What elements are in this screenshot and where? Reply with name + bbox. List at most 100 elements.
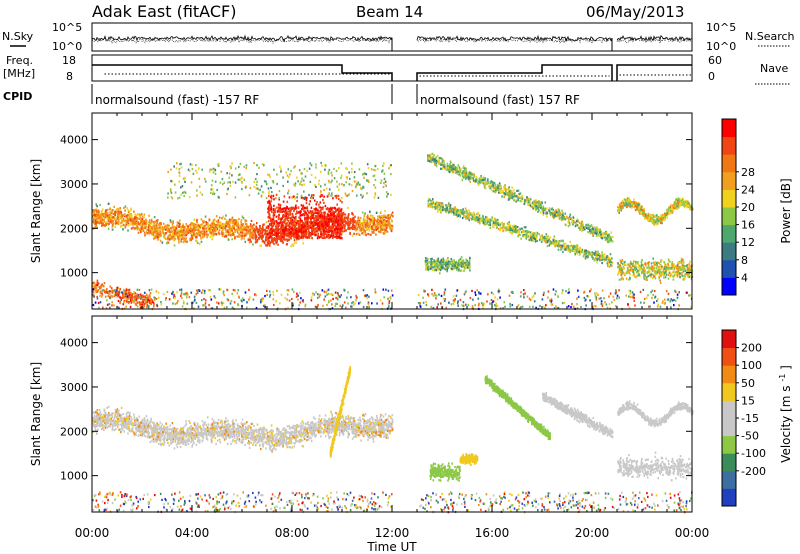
power-point	[272, 241, 274, 244]
power-point	[253, 223, 255, 226]
power-point	[125, 287, 128, 291]
power-point	[323, 211, 325, 214]
power-point	[361, 211, 364, 214]
power-point	[174, 229, 176, 232]
power-point	[336, 229, 339, 232]
power-point	[373, 217, 375, 220]
power-point	[277, 243, 279, 246]
power-point	[149, 222, 151, 225]
power-point	[234, 221, 236, 225]
power-point	[302, 242, 304, 245]
power-point	[253, 230, 256, 233]
power-point	[581, 248, 584, 251]
power-point	[584, 257, 587, 260]
power-point	[498, 182, 501, 185]
power-point	[212, 232, 215, 235]
power-point	[351, 234, 354, 237]
power-point	[380, 181, 382, 184]
power-point	[250, 240, 252, 243]
power-point	[199, 231, 202, 234]
power-point	[190, 221, 193, 225]
power-point	[311, 195, 314, 198]
power-point	[295, 221, 297, 224]
power-point	[390, 230, 393, 233]
power-point	[297, 235, 299, 238]
power-point	[217, 219, 220, 222]
power-point	[334, 231, 337, 234]
power-point	[96, 290, 99, 293]
power-point	[469, 177, 472, 180]
power-point	[305, 202, 308, 205]
power-point	[276, 173, 278, 176]
power-point	[349, 222, 351, 225]
power-point	[127, 224, 130, 227]
power-point	[333, 231, 335, 234]
power-point	[342, 211, 345, 214]
power-point	[155, 225, 157, 228]
power-point	[148, 214, 150, 217]
power-point	[570, 217, 572, 220]
power-point	[369, 223, 371, 226]
power-point	[275, 232, 277, 235]
power-point	[538, 233, 541, 236]
power-point	[243, 225, 245, 228]
power-point	[333, 167, 335, 170]
power-point	[504, 229, 507, 232]
power-point	[482, 182, 485, 185]
power-point	[200, 218, 203, 221]
power-point	[279, 239, 282, 242]
power-point	[352, 218, 355, 222]
power-point	[118, 208, 121, 212]
power-point	[287, 228, 290, 231]
power-point	[338, 235, 341, 238]
power-point	[250, 233, 252, 236]
power-point	[536, 239, 538, 242]
power-point	[316, 226, 319, 229]
power-point	[269, 236, 271, 239]
power-point	[374, 164, 377, 168]
power-point	[156, 219, 159, 222]
power-point	[337, 207, 340, 210]
power-point	[313, 233, 316, 236]
power-point	[369, 221, 372, 224]
power-point	[191, 237, 194, 240]
power-point	[502, 189, 504, 192]
power-point	[347, 222, 349, 225]
power-point	[122, 228, 124, 231]
power-point	[310, 210, 313, 213]
power-point	[294, 229, 297, 232]
power-point	[248, 194, 251, 197]
power-point	[118, 219, 120, 222]
power-point	[236, 224, 239, 227]
power-point	[300, 221, 302, 224]
power-point	[153, 216, 156, 219]
power-point	[336, 185, 339, 188]
power-point	[94, 282, 96, 285]
power-point	[233, 234, 235, 237]
power-point	[295, 226, 297, 230]
power-point	[363, 172, 366, 175]
power-point	[340, 196, 343, 199]
power-point	[321, 216, 324, 219]
power-point	[320, 161, 322, 164]
power-point	[183, 178, 186, 181]
power-point	[311, 221, 313, 224]
power-point	[322, 228, 324, 231]
power-point	[269, 175, 271, 178]
power-point	[269, 244, 271, 247]
power-point	[372, 219, 374, 222]
power-point	[335, 195, 338, 198]
power-point	[328, 168, 331, 171]
power-point	[307, 214, 309, 217]
power-point	[589, 225, 592, 228]
power-point	[173, 236, 176, 239]
power-point	[297, 180, 299, 183]
power-point	[268, 199, 270, 202]
power-point	[134, 292, 137, 295]
power-point	[464, 207, 467, 210]
power-point	[357, 225, 359, 228]
power-point	[312, 222, 314, 225]
power-point	[184, 176, 186, 180]
power-point	[287, 220, 290, 223]
power-point	[151, 301, 154, 304]
